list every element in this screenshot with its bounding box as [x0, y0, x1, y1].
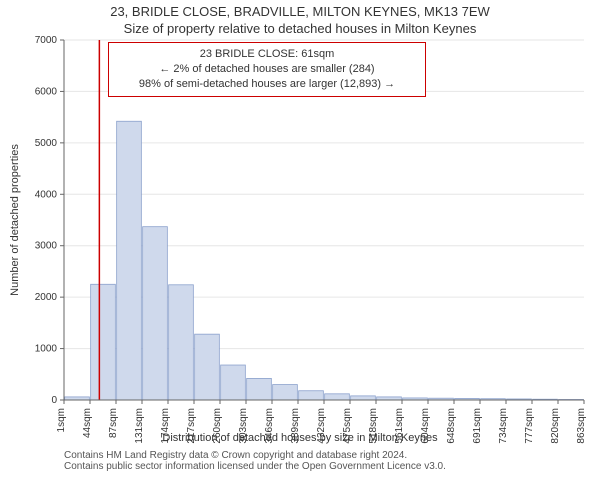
svg-text:7000: 7000	[35, 36, 58, 46]
info-box-line2: ← 2% of detached houses are smaller (284…	[115, 62, 419, 77]
histogram-chart: 010002000300040005000600070001sqm44sqm87…	[0, 36, 600, 444]
svg-text:3000: 3000	[35, 241, 58, 252]
info-box-line3: 98% of semi-detached houses are larger (…	[115, 77, 419, 92]
chart-svg: 010002000300040005000600070001sqm44sqm87…	[0, 36, 600, 444]
page-title-line1: 23, BRIDLE CLOSE, BRADVILLE, MILTON KEYN…	[0, 4, 600, 19]
svg-text:5000: 5000	[35, 138, 58, 149]
svg-text:4000: 4000	[35, 189, 58, 200]
x-axis-label: Distribution of detached houses by size …	[0, 432, 600, 444]
info-box: 23 BRIDLE CLOSE: 61sqm ← 2% of detached …	[108, 42, 426, 97]
svg-text:1sqm: 1sqm	[56, 408, 67, 432]
info-box-line1: 23 BRIDLE CLOSE: 61sqm	[115, 47, 419, 62]
footer-line2: Contains public sector information licen…	[64, 461, 600, 472]
svg-text:0: 0	[51, 395, 57, 406]
page-title-line2: Size of property relative to detached ho…	[0, 21, 600, 36]
svg-text:6000: 6000	[35, 86, 58, 97]
svg-text:Number of detached properties: Number of detached properties	[9, 144, 21, 296]
footer-line1: Contains HM Land Registry data © Crown c…	[64, 450, 600, 461]
svg-text:1000: 1000	[35, 344, 58, 355]
svg-text:2000: 2000	[35, 292, 58, 303]
